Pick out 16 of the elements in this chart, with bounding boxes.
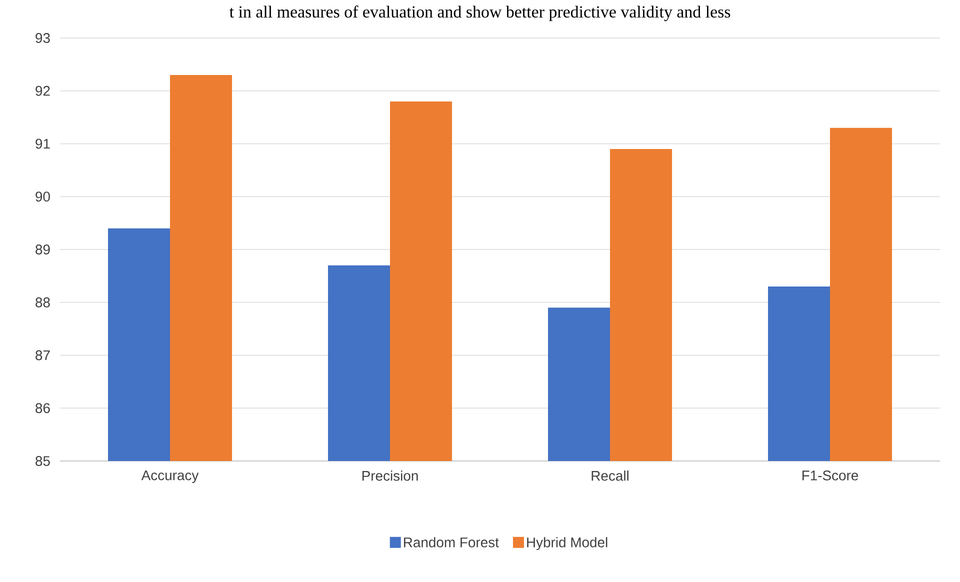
y-tick-label: 90 — [36, 192, 50, 202]
x-tick-label: Precision — [362, 470, 418, 481]
y-tick-label: 91 — [36, 138, 50, 149]
x-tick-label: F1-Score — [802, 470, 858, 480]
text: t in all measures of evaluation and show better predictive validity and less — [229, 6, 730, 22]
x-tick-label: Recall — [592, 470, 628, 481]
legend-label: Hybrid Model — [527, 537, 608, 550]
y-tick-label: 85 — [36, 456, 50, 466]
y-tick-label: 87 — [36, 350, 50, 360]
y-tick-label: 86 — [36, 403, 50, 414]
y-tick-label: 93 — [36, 33, 50, 43]
x-tick-label: Accuracy — [141, 470, 199, 484]
y-tick-label: 88 — [36, 297, 50, 308]
y-tick-label: 89 — [36, 244, 50, 254]
y-tick-label: 92 — [36, 86, 50, 96]
legend-label: Random Forest — [404, 537, 499, 548]
